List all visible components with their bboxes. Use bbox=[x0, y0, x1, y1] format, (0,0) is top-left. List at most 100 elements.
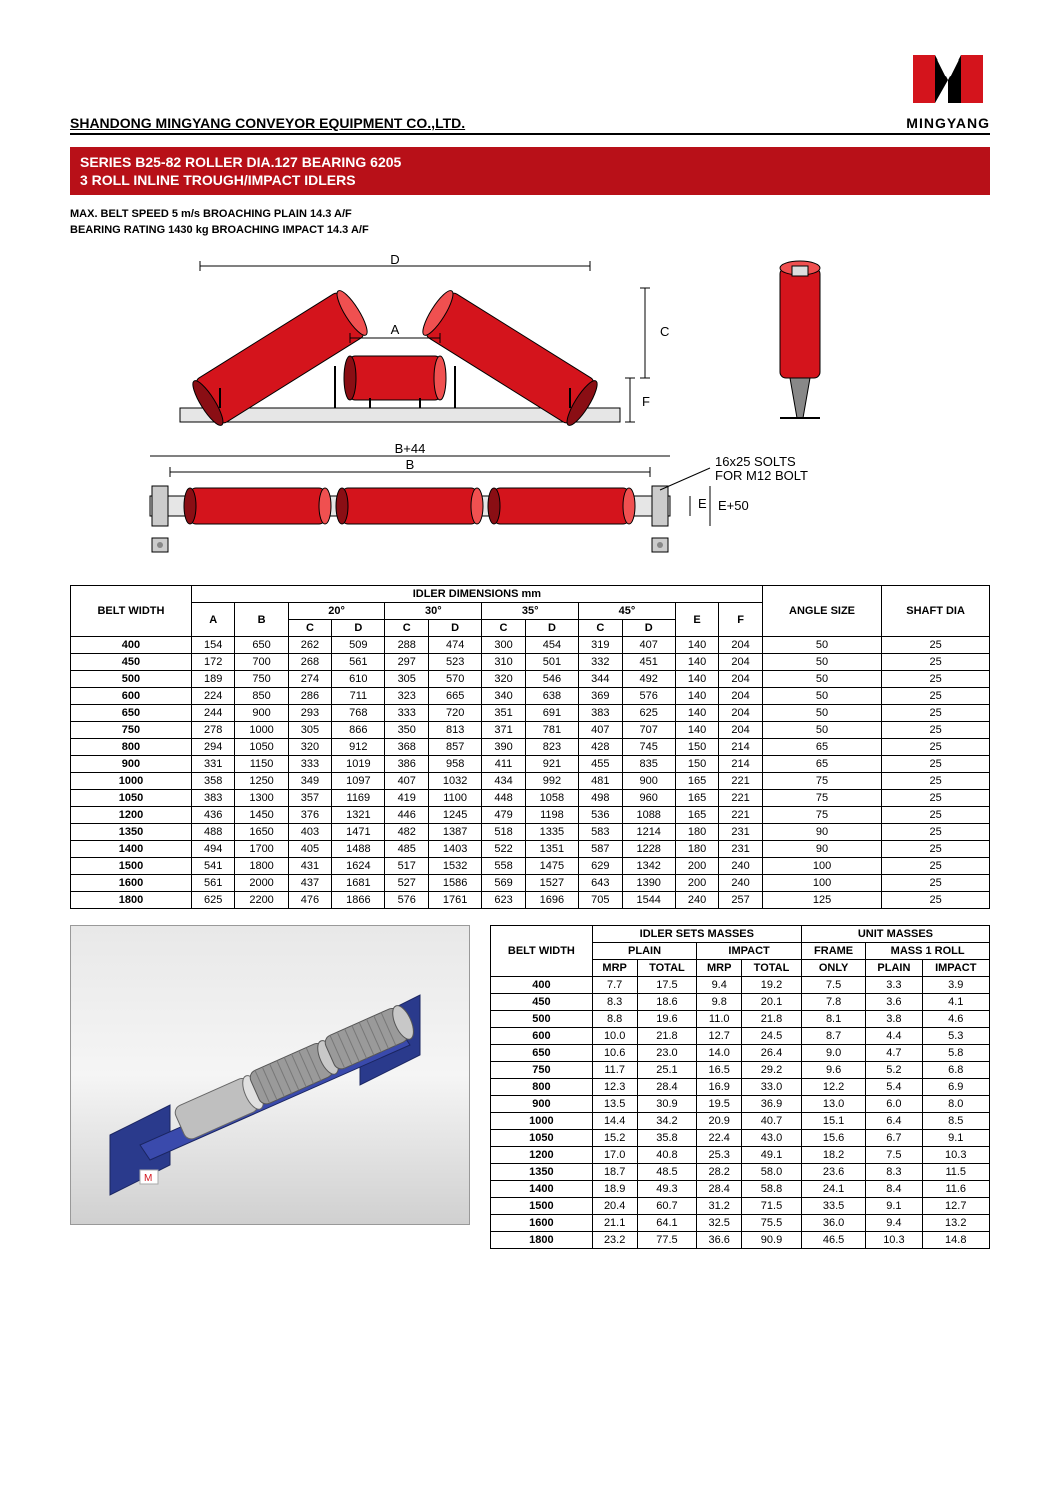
cell: 11.7 bbox=[592, 1062, 637, 1079]
cell: 180 bbox=[675, 841, 719, 858]
cell: 278 bbox=[191, 722, 235, 739]
spec-line1: MAX. BELT SPEED 5 m/s BROACHING PLAIN 14… bbox=[70, 207, 990, 222]
table-row: 4001546502625092884743004543194071402045… bbox=[71, 637, 990, 654]
cell: 3.9 bbox=[922, 977, 989, 994]
mth-only: ONLY bbox=[801, 960, 865, 977]
cell: 46.5 bbox=[801, 1232, 865, 1249]
cell: 1032 bbox=[429, 773, 482, 790]
mth-mrp1: MRP bbox=[592, 960, 637, 977]
cell: 71.5 bbox=[742, 1198, 802, 1215]
cell: 320 bbox=[482, 671, 526, 688]
table-row: 100014.434.220.940.715.16.48.5 bbox=[491, 1113, 990, 1130]
mth-tot2: TOTAL bbox=[742, 960, 802, 977]
cell: 368 bbox=[385, 739, 429, 756]
cell: 34.2 bbox=[637, 1113, 697, 1130]
cell: 527 bbox=[385, 875, 429, 892]
cell: 15.6 bbox=[801, 1130, 865, 1147]
logo-text: MINGYANG bbox=[906, 115, 990, 131]
cell: 650 bbox=[235, 637, 288, 654]
cell: 9.1 bbox=[922, 1130, 989, 1147]
cell: 5.4 bbox=[866, 1079, 922, 1096]
cell: 9.4 bbox=[866, 1215, 922, 1232]
cell-belt-width: 500 bbox=[491, 1011, 593, 1028]
cell: 25.3 bbox=[697, 1147, 742, 1164]
cell: 224 bbox=[191, 688, 235, 705]
cell: 11.6 bbox=[922, 1181, 989, 1198]
table-row: 1500541180043116245171532558147562913422… bbox=[71, 858, 990, 875]
cell: 823 bbox=[525, 739, 578, 756]
cell: 294 bbox=[191, 739, 235, 756]
cell: 558 bbox=[482, 858, 526, 875]
cell: 349 bbox=[288, 773, 332, 790]
logo: MINGYANG bbox=[906, 50, 990, 131]
cell: 1475 bbox=[525, 858, 578, 875]
cell: 50 bbox=[762, 637, 881, 654]
cell: 154 bbox=[191, 637, 235, 654]
cell: 623 bbox=[482, 892, 526, 909]
cell: 1488 bbox=[332, 841, 385, 858]
cell: 4.4 bbox=[866, 1028, 922, 1045]
cell: 3.6 bbox=[866, 994, 922, 1011]
cell: 18.7 bbox=[592, 1164, 637, 1181]
table-row: 1600561200043716815271586569152764313902… bbox=[71, 875, 990, 892]
cell: 4.1 bbox=[922, 994, 989, 1011]
cell-belt-width: 400 bbox=[491, 977, 593, 994]
th-F: F bbox=[719, 603, 763, 637]
cell-belt-width: 800 bbox=[491, 1079, 593, 1096]
cell: 7.5 bbox=[866, 1147, 922, 1164]
cell: 383 bbox=[191, 790, 235, 807]
slots-note2: FOR M12 BOLT bbox=[715, 468, 808, 483]
cell: 5.8 bbox=[922, 1045, 989, 1062]
cell-belt-width: 1500 bbox=[491, 1198, 593, 1215]
cell: 58.8 bbox=[742, 1181, 802, 1198]
th-belt-width: BELT WIDTH bbox=[71, 586, 192, 637]
cell: 8.7 bbox=[801, 1028, 865, 1045]
cell: 36.6 bbox=[697, 1232, 742, 1249]
th-30: 30° bbox=[385, 603, 482, 620]
cell: 358 bbox=[191, 773, 235, 790]
cell: 536 bbox=[579, 807, 623, 824]
cell: 25 bbox=[882, 688, 990, 705]
cell: 750 bbox=[235, 671, 288, 688]
table-row: 120017.040.825.349.118.27.510.3 bbox=[491, 1147, 990, 1164]
cell: 1650 bbox=[235, 824, 288, 841]
cell: 331 bbox=[191, 756, 235, 773]
table-row: 1000358125034910974071032434992481900165… bbox=[71, 773, 990, 790]
cell: 691 bbox=[525, 705, 578, 722]
cell: 1390 bbox=[622, 875, 675, 892]
table-row: 1200436145037613214461245479119853610881… bbox=[71, 807, 990, 824]
cell: 24.5 bbox=[742, 1028, 802, 1045]
cell: 30.9 bbox=[637, 1096, 697, 1113]
cell: 2200 bbox=[235, 892, 288, 909]
cell: 90 bbox=[762, 841, 881, 858]
cell: 305 bbox=[288, 722, 332, 739]
title-band: SERIES B25-82 ROLLER DIA.127 BEARING 620… bbox=[70, 147, 990, 195]
cell: 19.2 bbox=[742, 977, 802, 994]
mth-sets: IDLER SETS MASSES bbox=[592, 926, 801, 943]
cell: 204 bbox=[719, 705, 763, 722]
table-row: 7502781000305866350813371781407707140204… bbox=[71, 722, 990, 739]
cell: 25 bbox=[882, 807, 990, 824]
cell: 20.1 bbox=[742, 994, 802, 1011]
mth-plain2: PLAIN bbox=[866, 960, 922, 977]
cell: 15.2 bbox=[592, 1130, 637, 1147]
cell-belt-width: 400 bbox=[71, 637, 192, 654]
cell: 12.7 bbox=[922, 1198, 989, 1215]
cell: 403 bbox=[288, 824, 332, 841]
th-idler-dim: IDLER DIMENSIONS mm bbox=[191, 586, 762, 603]
cell: 369 bbox=[579, 688, 623, 705]
cell-belt-width: 1050 bbox=[71, 790, 192, 807]
cell: 24.1 bbox=[801, 1181, 865, 1198]
cell: 17.5 bbox=[637, 977, 697, 994]
cell: 428 bbox=[579, 739, 623, 756]
cell-belt-width: 750 bbox=[71, 722, 192, 739]
cell: 333 bbox=[385, 705, 429, 722]
cell: 9.8 bbox=[697, 994, 742, 1011]
cell: 436 bbox=[191, 807, 235, 824]
company-name: SHANDONG MINGYANG CONVEYOR EQUIPMENT CO.… bbox=[70, 115, 465, 131]
dim-F: F bbox=[642, 394, 650, 409]
cell: 35.8 bbox=[637, 1130, 697, 1147]
cell: 517 bbox=[385, 858, 429, 875]
cell: 320 bbox=[288, 739, 332, 756]
cell: 1088 bbox=[622, 807, 675, 824]
